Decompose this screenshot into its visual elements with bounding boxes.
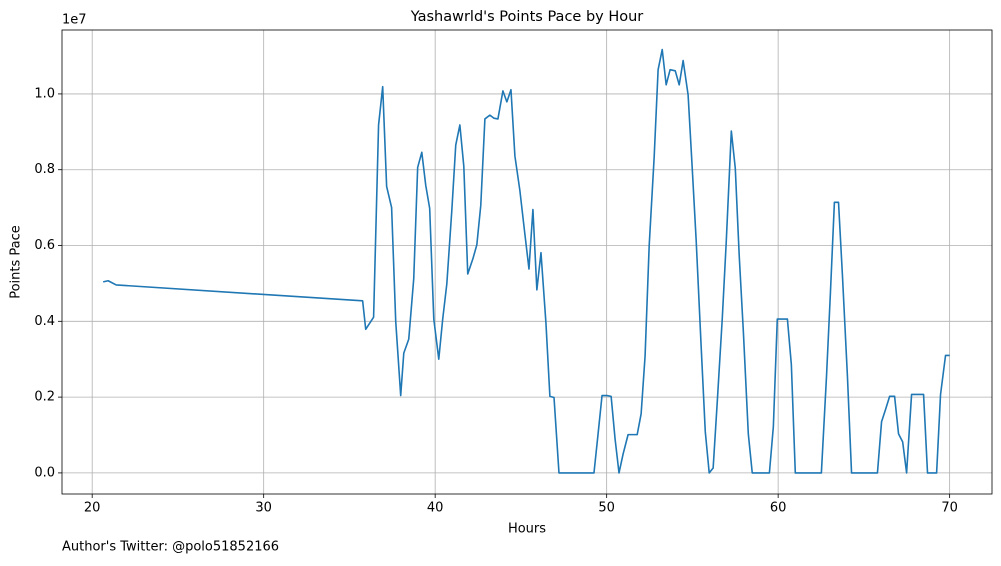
- x-tick-label: 50: [598, 501, 615, 516]
- plot-frame: [61, 29, 993, 495]
- x-tick-label: 20: [84, 501, 101, 516]
- chart-title: Yashawrld's Points Pace by Hour: [410, 9, 644, 25]
- x-tick-label: 30: [255, 501, 272, 516]
- data-line: [102, 48, 950, 474]
- y-tick-label: 0.2: [34, 390, 55, 405]
- x-tick-label: 40: [427, 501, 444, 516]
- y-axis-label: Points Pace: [9, 225, 24, 299]
- footnote: Author's Twitter: @polo51852166: [62, 540, 279, 555]
- y-tick-label: 0.8: [34, 162, 55, 177]
- x-tick-label: 70: [941, 501, 958, 516]
- y-tick-label: 0.0: [34, 465, 55, 480]
- y-tick-label: 1.0: [34, 86, 55, 101]
- y-tick-label: 0.6: [34, 238, 55, 253]
- y-offset-label: 1e7: [62, 13, 87, 28]
- x-axis-label: Hours: [508, 522, 546, 537]
- y-tick-label: 0.4: [34, 314, 55, 329]
- x-tick-label: 60: [770, 501, 787, 516]
